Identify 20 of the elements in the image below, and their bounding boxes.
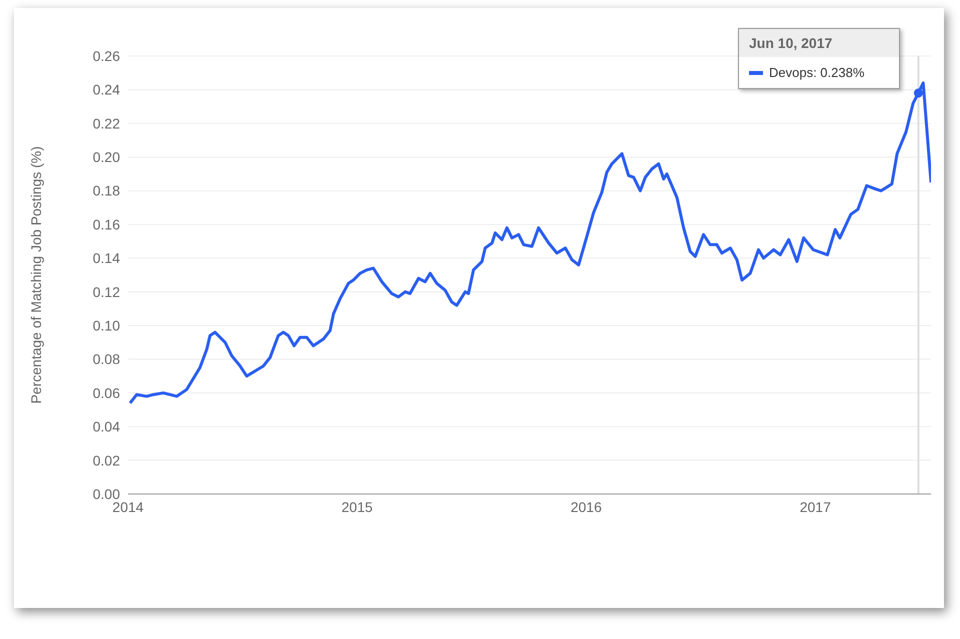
y-tick-label: 0.18 [92, 182, 120, 199]
y-tick-label: 0.16 [92, 216, 120, 232]
y-tick-label: 0.14 [92, 250, 120, 266]
x-tick-label: 2017 [800, 498, 832, 515]
line-series [128, 81, 931, 405]
y-tick-label: 0.26 [92, 48, 120, 64]
x-tick-label: 2016 [570, 498, 602, 515]
y-tick-label: 0.12 [92, 284, 120, 300]
annotation: Devops: 0.238% [769, 65, 864, 80]
y-tick-label: 0.22 [92, 115, 120, 132]
y-tick-label: 0.04 [92, 418, 120, 435]
y-tick-label: 0.02 [92, 452, 120, 468]
y-tick-label: 0.24 [92, 82, 120, 98]
tooltip-panel: Jun 10, 2017 Devops: 0.238% [738, 28, 900, 89]
y-axis-title: Percentage of Matching Job Postings (%) [28, 146, 44, 404]
y-tick-label: 0.08 [92, 351, 120, 368]
y-tick-label: 0.10 [92, 318, 120, 334]
y-tick-label: 0.20 [92, 149, 120, 166]
y-tick-label: 0.06 [92, 384, 120, 401]
x-tick-label: 2015 [342, 498, 373, 515]
